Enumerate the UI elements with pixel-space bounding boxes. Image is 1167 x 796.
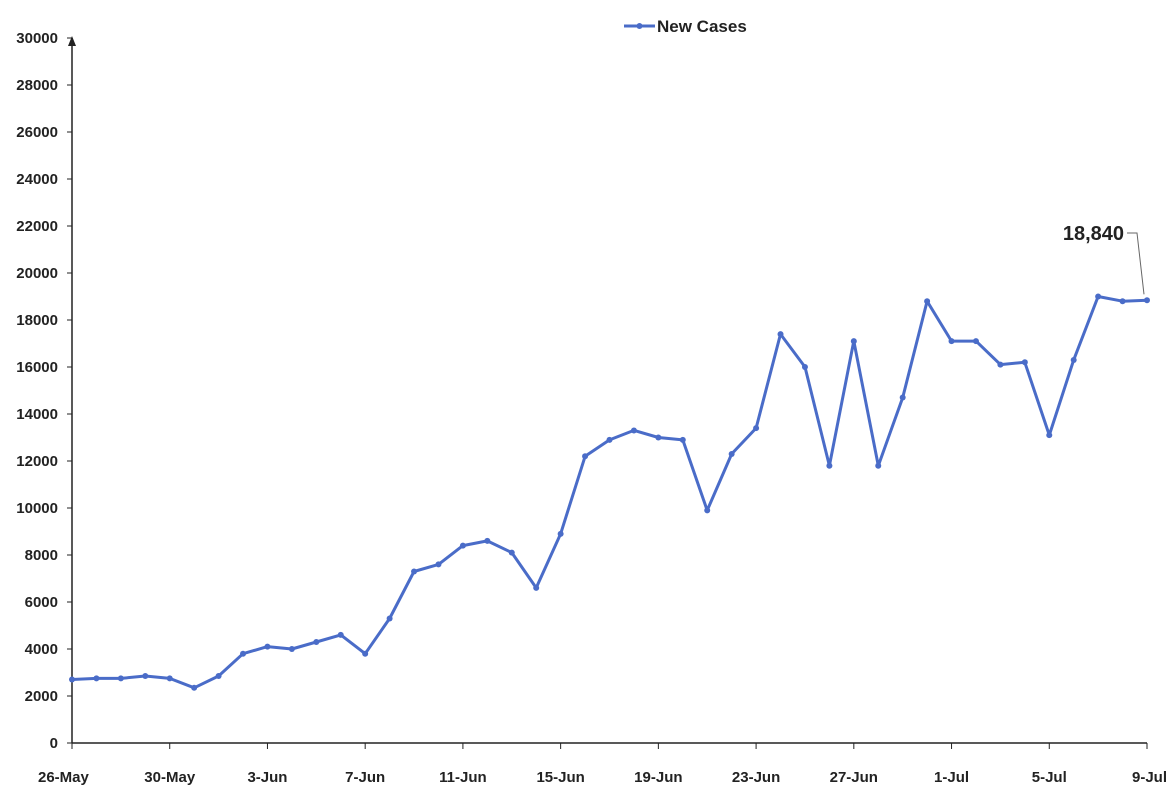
data-point (240, 650, 247, 657)
data-point (191, 684, 198, 691)
data-point (264, 643, 271, 650)
data-point (826, 462, 833, 469)
y-tick-label: 6000 (25, 594, 58, 611)
y-tick-label: 20000 (16, 265, 58, 282)
x-tick-label: 19-Jun (634, 769, 682, 786)
data-point (557, 530, 564, 537)
data-point (459, 542, 466, 549)
y-tick-label: 16000 (16, 359, 58, 376)
y-tick-label: 18000 (16, 312, 58, 329)
series-layer (69, 293, 1150, 691)
y-tick-label: 22000 (16, 218, 58, 235)
y-axis-arrow (68, 36, 76, 46)
y-tick-label: 0 (50, 735, 58, 752)
y-tick-label: 2000 (25, 688, 58, 705)
x-tick-label: 9-Jul (1132, 769, 1167, 786)
data-point (1095, 293, 1102, 300)
x-tick-label: 1-Jul (934, 769, 969, 786)
data-point (777, 331, 784, 338)
data-point (997, 361, 1004, 368)
y-axis-ticks: 0 2000 4000 6000 8000 10000 12000 14000 16000 180… (16, 30, 72, 752)
annotation-layer: 18,840 (1063, 223, 1145, 295)
x-axis-ticks: 26-May 30-May 3-Jun 7-Jun 11-Jun 15-Jun 19-Jun… (38, 743, 1167, 786)
data-point (606, 436, 613, 443)
data-point (948, 338, 955, 345)
y-tick-label: 14000 (16, 406, 58, 423)
data-point (435, 561, 442, 568)
data-point (215, 673, 222, 680)
data-point (166, 675, 173, 682)
data-point (69, 676, 75, 683)
data-point (753, 425, 760, 432)
axes (68, 36, 1147, 744)
data-point (1070, 356, 1077, 363)
data-point (582, 453, 589, 460)
data-point (630, 427, 637, 434)
data-point (313, 638, 320, 645)
legend-label: New Cases (657, 17, 747, 36)
data-label: 18,840 (1063, 223, 1124, 245)
y-tick-label: 12000 (16, 453, 58, 470)
y-tick-label: 30000 (16, 30, 58, 47)
data-point (899, 394, 906, 401)
data-point (533, 584, 540, 591)
data-point (411, 568, 418, 575)
data-point (1046, 432, 1053, 439)
y-tick-label: 24000 (16, 171, 58, 188)
data-point (972, 338, 979, 345)
x-tick-label: 23-Jun (732, 769, 780, 786)
data-point (1144, 297, 1150, 304)
x-tick-label: 27-Jun (830, 769, 878, 786)
annotation-leader-line (1127, 232, 1145, 295)
y-tick-label: 28000 (16, 77, 58, 94)
data-point (1119, 298, 1126, 305)
data-point (704, 507, 711, 514)
data-point (850, 338, 857, 345)
x-tick-label: 26-May (38, 769, 90, 786)
y-tick-label: 10000 (16, 500, 58, 517)
data-point (288, 646, 295, 652)
data-point (875, 462, 882, 469)
x-tick-label: 30-May (144, 769, 196, 786)
x-tick-label: 7-Jun (345, 769, 385, 786)
data-point (924, 298, 931, 305)
legend-point-marker (636, 23, 643, 29)
x-tick-label: 5-Jul (1032, 769, 1067, 786)
data-point (728, 450, 735, 457)
data-point (484, 537, 491, 544)
series-line (71, 295, 1148, 690)
y-tick-label: 8000 (25, 547, 58, 564)
data-point (508, 549, 515, 556)
data-point (337, 631, 344, 638)
data-point (801, 364, 808, 370)
data-point (117, 675, 124, 682)
x-tick-label: 11-Jun (439, 769, 487, 786)
x-tick-label: 15-Jun (536, 769, 584, 786)
legend: New Cases (624, 17, 747, 36)
data-point (386, 615, 393, 622)
data-point (1021, 359, 1028, 366)
data-point (655, 434, 662, 441)
y-tick-label: 4000 (25, 641, 58, 658)
y-tick-label: 26000 (16, 124, 58, 141)
data-point (142, 673, 149, 680)
data-point (362, 650, 369, 657)
x-tick-label: 3-Jun (247, 769, 287, 786)
data-point (93, 675, 100, 682)
data-point (679, 436, 686, 443)
